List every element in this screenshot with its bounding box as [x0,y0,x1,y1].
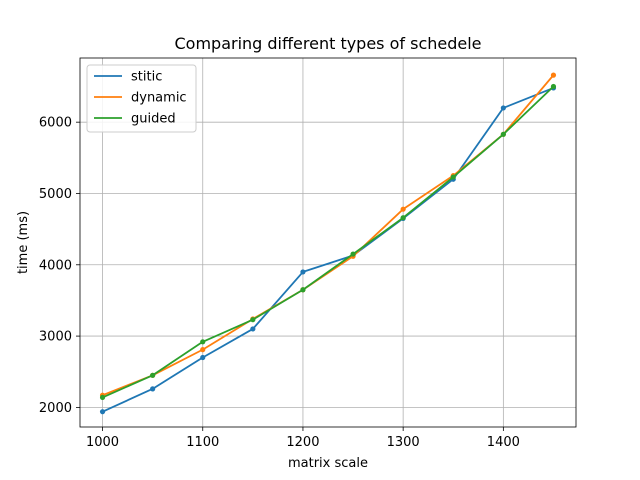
data-point-guided [250,317,256,323]
data-point-guided [150,372,156,378]
y-tick-label: 5000 [39,187,72,202]
legend-label-guided: guided [131,112,176,127]
plot-frame [79,57,577,428]
data-point-guided [400,215,406,221]
ticks: 1000 1100 1200 1300 1400 2000 3000 4000 5000 6000 [39,116,520,450]
chart-title: Comparing different types of schedele [174,34,481,53]
data-point-stitic [200,354,206,361]
data-point-guided [350,251,356,257]
y-axis-title: time (ms) [16,211,31,274]
data-point-guided [99,394,106,401]
x-tick-label: 1000 [86,435,119,450]
data-point-dynamic [200,347,206,353]
legend: stitic dynamic guided [86,64,197,133]
y-tick-label: 4000 [39,258,72,273]
data-point-stitic [99,409,106,415]
x-tick-label: 1400 [487,435,520,450]
x-tick-label: 1200 [286,435,319,450]
data-point-guided [450,174,456,180]
series-line-guided [102,85,555,399]
data-point-guided [200,339,206,345]
data-point-stitic [500,105,506,111]
data-point-guided [550,83,557,90]
data-point-dynamic [550,72,557,78]
series-group [99,72,557,415]
y-tick-label: 2000 [39,401,72,416]
data-point-stitic [300,269,306,275]
y-tick-label: 6000 [39,116,72,131]
legend-label-stitic: stitic [131,70,162,85]
data-point-stitic [150,386,156,392]
x-tick-label: 1100 [186,435,219,450]
x-axis-title: matrix scale [288,456,368,471]
legend-box [86,64,197,133]
x-tick-label: 1300 [387,435,420,450]
data-point-dynamic [400,206,406,212]
series-line-stitic [102,87,554,413]
data-point-guided [500,131,506,137]
data-point-stitic [250,326,256,332]
y-tick-label: 3000 [39,330,72,345]
data-point-guided [300,287,306,293]
legend-label-dynamic: dynamic [131,91,187,106]
